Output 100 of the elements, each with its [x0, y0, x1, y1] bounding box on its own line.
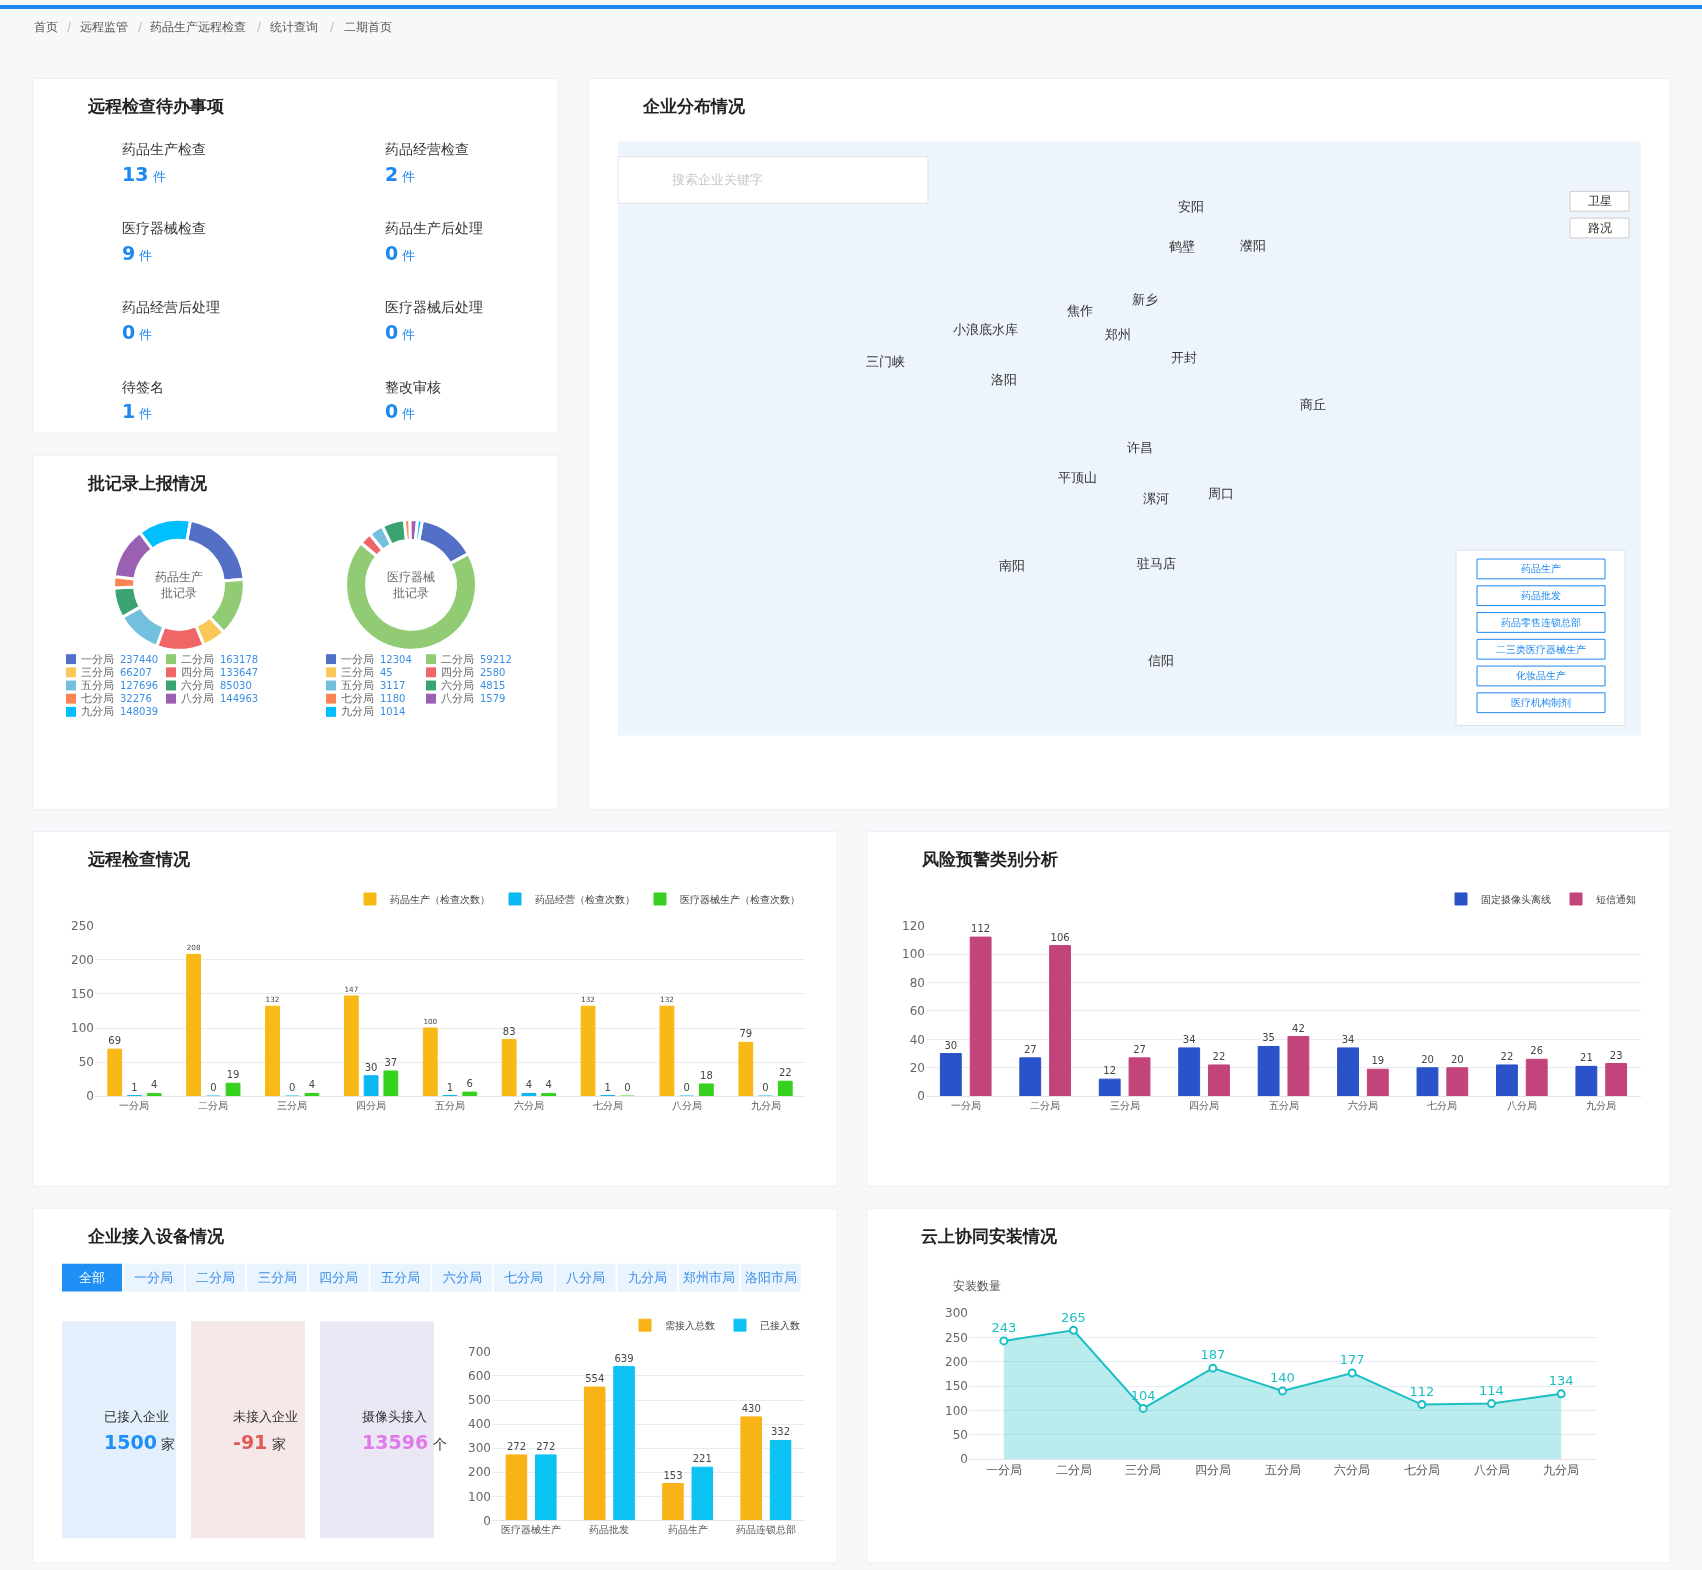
bar — [777, 1080, 793, 1097]
bar — [1019, 1057, 1042, 1097]
legend-label: 已接入数 — [760, 1320, 800, 1332]
legend-label: 三分局 — [81, 666, 114, 679]
text: 化妆品生产 — [1516, 670, 1566, 681]
data-label: 208 — [186, 942, 201, 952]
text: 四分局 — [319, 1270, 358, 1285]
text: 漯河 — [1143, 491, 1169, 506]
x-tick-label: 三分局 — [1125, 1463, 1162, 1478]
y-tick-label: 40 — [909, 1032, 925, 1047]
bar — [1446, 1067, 1469, 1097]
text: 二分局 — [196, 1270, 235, 1285]
bar — [939, 1053, 962, 1097]
data-label: 4815 — [480, 680, 506, 691]
x-tick-label: 三分局 — [277, 1100, 308, 1112]
y-tick-label: 300 — [468, 1441, 491, 1456]
point — [1278, 1386, 1287, 1396]
point — [999, 1336, 1009, 1346]
data-label: 27 — [1023, 1043, 1037, 1055]
data-label: 0 — [624, 1082, 631, 1094]
data-label: 1579 — [480, 693, 506, 704]
bar — [613, 1366, 635, 1521]
text: 三门峡 — [866, 354, 905, 369]
data-label: 100 — [423, 1016, 438, 1026]
text: 新乡 — [1132, 292, 1158, 307]
legend-label: 药品经营（检查次数） — [535, 893, 635, 905]
bar — [1366, 1068, 1389, 1097]
x-tick-label: 药品生产 — [667, 1524, 708, 1536]
category-label: 已接入企业 — [104, 1409, 169, 1424]
text: 平顶山 — [1058, 470, 1097, 485]
text: 安阳 — [1178, 199, 1204, 214]
text: 南阳 — [999, 558, 1025, 573]
data-label: 272 — [536, 1440, 556, 1452]
legend-label: 九分局 — [341, 705, 374, 718]
x-tick-label: 七分局 — [1427, 1100, 1458, 1112]
x-tick-label: 七分局 — [1403, 1463, 1440, 1478]
y-tick-label: 60 — [909, 1004, 925, 1019]
data-label: 20 — [1450, 1053, 1464, 1065]
data-label: 18 — [700, 1069, 713, 1081]
category-label: 药品生产检查 — [122, 141, 206, 157]
data-label: 133647 — [220, 667, 259, 678]
x-tick-label: 五分局 — [435, 1100, 465, 1112]
data-label: 153 — [663, 1469, 683, 1481]
bar — [691, 1466, 714, 1521]
bar — [422, 1027, 438, 1097]
data-label: 265 — [1061, 1309, 1086, 1325]
bar — [146, 1092, 162, 1097]
y-tick-label: 200 — [945, 1355, 968, 1370]
text: 洛阳 — [991, 372, 1017, 387]
bar — [662, 1483, 684, 1521]
text: 濮阳 — [1240, 238, 1266, 253]
bar — [383, 1070, 399, 1097]
data-label: 34 — [1182, 1033, 1196, 1045]
chart-title: 远程检查情况 — [87, 849, 191, 869]
data-label: 148039 — [120, 706, 159, 717]
legend-label: 二分局 — [441, 653, 474, 666]
bar — [521, 1092, 537, 1097]
data-label: 23 — [1609, 1049, 1623, 1061]
data-label: 163178 — [220, 654, 259, 665]
bar — [186, 953, 202, 1097]
data-label: 4 — [308, 1079, 316, 1091]
x-tick-label: 医疗器械生产 — [501, 1524, 562, 1536]
text: 焦作 — [1067, 303, 1093, 318]
bar — [969, 936, 992, 1097]
data-label: 132 — [660, 994, 674, 1004]
y-tick-label: 50 — [78, 1055, 94, 1070]
text: 商丘 — [1300, 397, 1326, 412]
text: 药品零售连锁总部 — [1501, 617, 1581, 628]
x-tick-label: 八分局 — [1473, 1463, 1510, 1478]
data-label: 45 — [380, 667, 393, 678]
category-label: 摄像头接入 — [362, 1409, 427, 1424]
data-label: 26 — [1530, 1045, 1544, 1057]
text: 0 件 — [122, 321, 153, 343]
y-tick-label: 700 — [468, 1345, 491, 1360]
text: 小浪底水库 — [953, 322, 1018, 337]
text: 三分局 — [258, 1270, 297, 1285]
data-label: 1 — [131, 1081, 138, 1093]
text: / — [257, 20, 262, 34]
text: 六分局 — [443, 1270, 482, 1285]
x-tick-label: 四分局 — [356, 1100, 387, 1112]
x-tick-label: 六分局 — [1334, 1463, 1371, 1478]
x-tick-label: 一分局 — [985, 1463, 1022, 1478]
y-tick-label: 80 — [909, 975, 925, 990]
y-tick-label: 150 — [945, 1379, 968, 1394]
y-tick-label: 600 — [468, 1369, 491, 1384]
text: 药品批发 — [1521, 590, 1561, 601]
data-label: 34 — [1341, 1033, 1355, 1045]
data-label: 20 — [1421, 1053, 1434, 1065]
data-label: 66207 — [120, 667, 152, 678]
legend-label: 七分局 — [341, 692, 374, 705]
category-label: 药品经营检查 — [385, 141, 469, 157]
category-label: 药品生产后处理 — [385, 220, 483, 236]
data-label: 22 — [1212, 1050, 1226, 1062]
data-label: 35 — [1262, 1032, 1275, 1044]
legend-label: 八分局 — [181, 692, 214, 705]
category-label: 医疗器械后处理 — [385, 299, 483, 315]
category-label: 待签名 — [122, 379, 164, 395]
text: 企业分布情况 — [642, 96, 746, 116]
x-tick-label: 一分局 — [950, 1100, 981, 1112]
data-label: 32276 — [120, 693, 152, 704]
